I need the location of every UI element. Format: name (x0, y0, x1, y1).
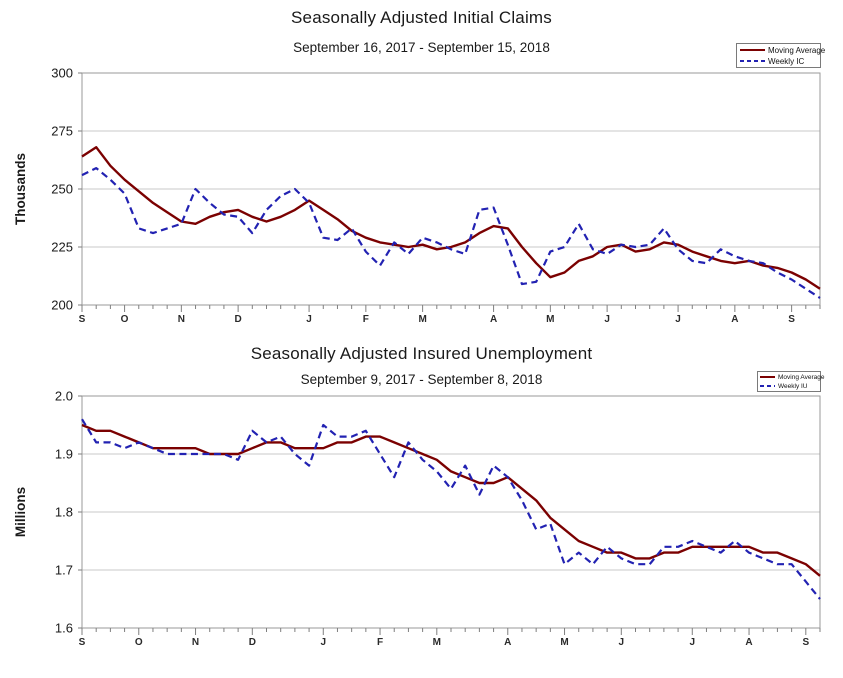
month-label: O (135, 637, 143, 648)
legend-item-moving-average: Moving Average (760, 373, 825, 381)
month-label: F (363, 314, 369, 325)
month-label: M (546, 314, 554, 325)
month-label: M (433, 637, 441, 648)
legend-label: Weekly IU (778, 382, 808, 390)
month-label: S (802, 637, 809, 648)
y-tick-label: 1.6 (55, 621, 73, 636)
month-label: J (689, 637, 695, 648)
series-line-weekly-ic (81, 167, 821, 299)
month-label: J (675, 314, 681, 325)
month-label: F (377, 637, 383, 648)
insured-unemployment-chart-title: Seasonally Adjusted Insured Unemployment (250, 344, 593, 363)
insured-unemployment-chart-subtitle: September 9, 2017 - September 8, 2018 (300, 372, 543, 387)
month-label: S (79, 637, 86, 648)
initial-claims-chart-subtitle: September 16, 2017 - September 15, 2018 (293, 40, 550, 55)
dashed-line-sample (740, 60, 765, 62)
y-tick-label: 1.8 (55, 505, 73, 520)
y-tick-label: 225 (51, 240, 73, 255)
chart-2-plot: 1.6 1.7 1.8 1.9 2.0 Millions S O N D J F M A M J J A S (13, 389, 821, 648)
initial-claims-legend: Moving Average Weekly IC (736, 43, 825, 68)
month-label: A (504, 637, 511, 648)
y-tick-label: 200 (51, 298, 73, 313)
month-label: S (79, 314, 86, 325)
month-label: M (418, 314, 426, 325)
y-axis-title: Millions (13, 487, 28, 537)
solid-line-sample (760, 376, 775, 378)
y-tick-label: 275 (51, 124, 73, 139)
month-label: S (788, 314, 795, 325)
month-label: A (490, 314, 497, 325)
legend-item-weekly-iu: Weekly IU (760, 382, 818, 390)
y-tick-label: 300 (51, 66, 73, 81)
month-label: D (249, 637, 256, 648)
series-line-moving-average (81, 145, 821, 290)
y-tick-label: 1.9 (55, 447, 73, 462)
legend-label: Weekly IC (768, 56, 805, 66)
month-label: M (560, 637, 568, 648)
legend-label: Moving Average (778, 373, 825, 381)
month-label: D (234, 314, 241, 325)
series-line-weekly-iu (81, 418, 821, 600)
chart-1-plot: 200 225 250 275 300 Thousands S O N D J F M A M J J A S (13, 66, 821, 325)
month-label: J (320, 637, 326, 648)
legend-item-weekly-ic: Weekly IC (740, 57, 817, 66)
month-label: J (619, 637, 625, 648)
y-tick-label: 2.0 (55, 389, 73, 404)
legend-label: Moving Average (768, 45, 826, 55)
month-label: N (178, 314, 185, 325)
legend-item-moving-average: Moving Average (740, 46, 825, 55)
y-tick-label: 1.7 (55, 563, 73, 578)
month-label: J (306, 314, 312, 325)
y-axis-title: Thousands (13, 153, 28, 225)
series-line-moving-average (81, 423, 821, 577)
month-label: N (192, 637, 199, 648)
solid-line-sample (740, 49, 765, 51)
initial-claims-chart-title: Seasonally Adjusted Initial Claims (291, 8, 552, 27)
dashed-line-sample (760, 385, 775, 387)
month-label: J (604, 314, 610, 325)
month-label: A (745, 637, 752, 648)
insured-unemployment-legend: Moving Average Weekly IU (757, 371, 825, 392)
month-label: A (731, 314, 738, 325)
y-tick-label: 250 (51, 182, 73, 197)
month-label: O (121, 314, 129, 325)
